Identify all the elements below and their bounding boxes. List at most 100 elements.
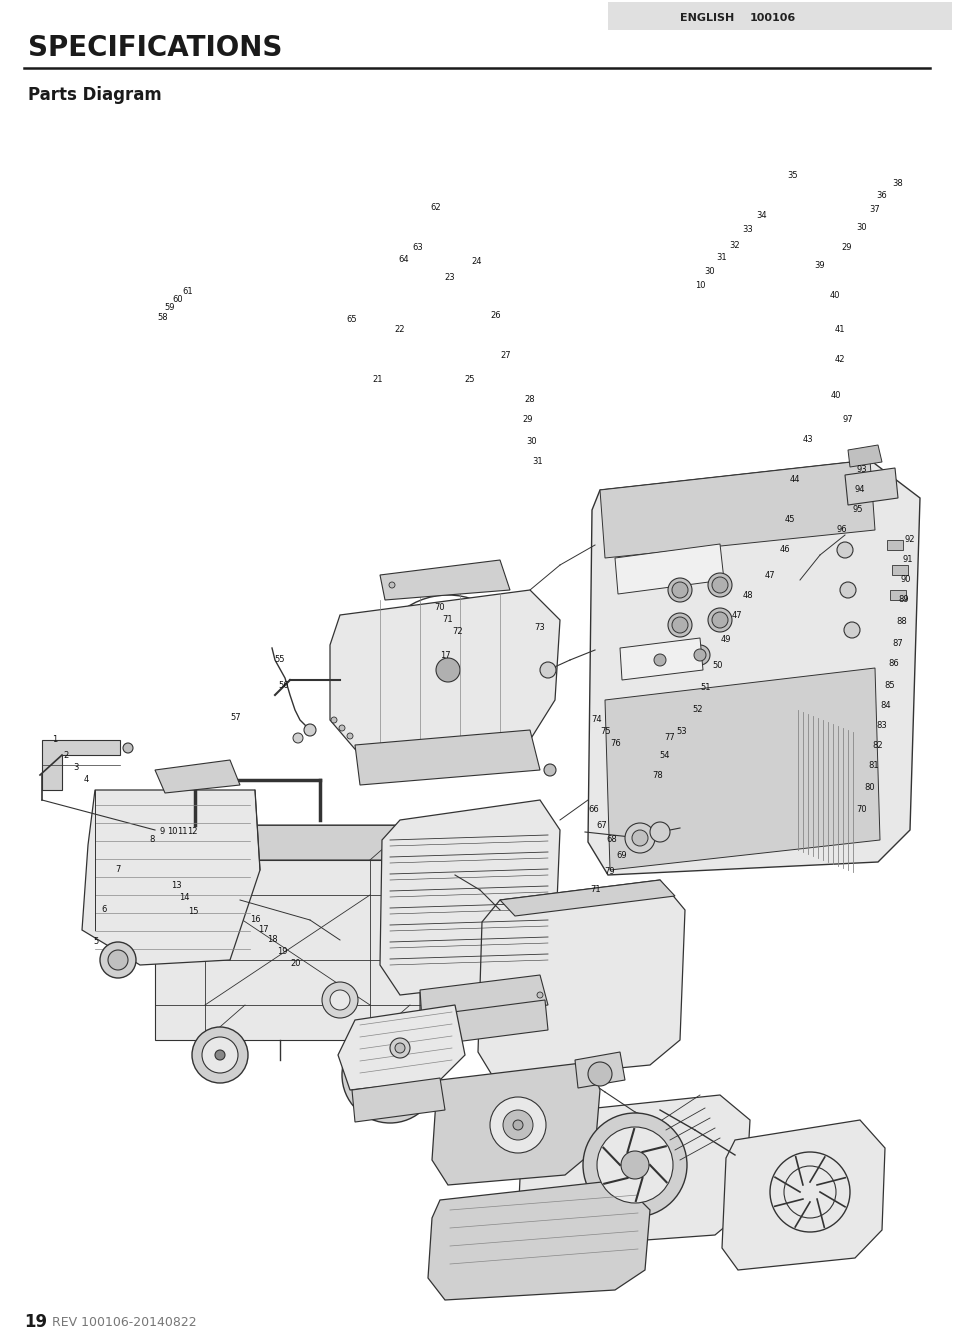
Polygon shape <box>499 880 675 917</box>
Circle shape <box>671 617 687 633</box>
Text: 40: 40 <box>830 391 841 400</box>
Text: REV 100106-20140822: REV 100106-20140822 <box>52 1315 196 1329</box>
Text: 83: 83 <box>876 721 886 730</box>
Text: 59: 59 <box>165 303 175 313</box>
Text: 76: 76 <box>610 739 620 749</box>
Circle shape <box>436 658 459 682</box>
Text: 5: 5 <box>93 938 98 946</box>
Text: 88: 88 <box>896 617 906 627</box>
Polygon shape <box>604 668 879 870</box>
Polygon shape <box>419 976 547 1020</box>
Circle shape <box>843 621 859 637</box>
Circle shape <box>389 582 395 588</box>
Polygon shape <box>844 468 897 505</box>
Polygon shape <box>891 565 907 574</box>
Text: 16: 16 <box>250 915 260 925</box>
Circle shape <box>502 1110 533 1139</box>
Text: 72: 72 <box>453 628 463 636</box>
Text: 92: 92 <box>903 535 914 545</box>
Text: 20: 20 <box>291 960 301 969</box>
Circle shape <box>840 582 855 599</box>
Text: 14: 14 <box>178 894 189 903</box>
Circle shape <box>707 608 731 632</box>
Polygon shape <box>337 1005 464 1090</box>
Text: 12: 12 <box>187 828 197 836</box>
Polygon shape <box>575 1052 624 1088</box>
Polygon shape <box>154 825 459 860</box>
Circle shape <box>836 542 852 558</box>
Text: 10: 10 <box>694 280 704 290</box>
Text: 40: 40 <box>829 290 840 299</box>
Text: 39: 39 <box>814 260 824 270</box>
Text: 31: 31 <box>716 254 726 263</box>
Circle shape <box>341 1027 437 1123</box>
Text: 60: 60 <box>172 295 183 305</box>
Circle shape <box>649 650 669 670</box>
Text: 22: 22 <box>395 326 405 334</box>
Text: SPECIFICATIONS: SPECIFICATIONS <box>28 34 282 62</box>
Text: 67: 67 <box>596 820 607 829</box>
Circle shape <box>322 982 357 1019</box>
Text: 54: 54 <box>659 750 670 760</box>
Text: 38: 38 <box>892 178 902 188</box>
Circle shape <box>417 640 477 701</box>
Circle shape <box>304 723 315 735</box>
Circle shape <box>123 743 132 753</box>
Circle shape <box>513 1121 522 1130</box>
Circle shape <box>214 1049 225 1060</box>
Text: 41: 41 <box>834 326 844 334</box>
Text: 11: 11 <box>176 828 187 836</box>
Polygon shape <box>477 880 684 1080</box>
Polygon shape <box>721 1121 884 1270</box>
Text: 19: 19 <box>24 1312 47 1331</box>
Text: 82: 82 <box>872 741 882 749</box>
Circle shape <box>539 662 556 678</box>
Text: 34: 34 <box>756 211 766 220</box>
Text: 31: 31 <box>532 458 543 467</box>
Text: 29: 29 <box>841 243 851 252</box>
Circle shape <box>537 992 542 998</box>
Text: 55: 55 <box>274 655 285 664</box>
Circle shape <box>707 573 731 597</box>
Circle shape <box>347 733 353 739</box>
Polygon shape <box>517 1095 749 1248</box>
Text: 87: 87 <box>892 640 902 648</box>
Polygon shape <box>599 460 874 558</box>
Text: 93: 93 <box>856 466 866 475</box>
Text: 62: 62 <box>430 204 441 212</box>
Circle shape <box>293 733 303 743</box>
Text: 73: 73 <box>534 624 545 632</box>
Text: 86: 86 <box>887 659 899 668</box>
Text: 61: 61 <box>182 287 193 297</box>
Circle shape <box>100 942 136 978</box>
Text: 2: 2 <box>63 750 69 760</box>
Text: 10: 10 <box>167 828 177 836</box>
Text: 15: 15 <box>188 907 198 917</box>
Text: 35: 35 <box>787 170 798 180</box>
Text: 23: 23 <box>444 274 455 283</box>
Polygon shape <box>587 460 919 875</box>
Text: 91: 91 <box>902 556 912 565</box>
Text: 74: 74 <box>591 715 601 725</box>
Circle shape <box>654 654 665 666</box>
Text: 3: 3 <box>73 764 78 773</box>
Polygon shape <box>379 560 510 600</box>
Text: 96: 96 <box>836 526 846 534</box>
Bar <box>607 1 951 30</box>
Polygon shape <box>615 544 723 595</box>
Text: 50: 50 <box>712 660 722 670</box>
Text: 78: 78 <box>652 772 662 781</box>
Polygon shape <box>419 825 459 1040</box>
Circle shape <box>192 1027 248 1083</box>
Text: 52: 52 <box>692 706 702 714</box>
Circle shape <box>390 1037 410 1057</box>
Circle shape <box>330 990 350 1011</box>
Text: Parts Diagram: Parts Diagram <box>28 86 162 103</box>
Circle shape <box>667 578 691 603</box>
Text: 69: 69 <box>616 851 627 859</box>
Text: 70: 70 <box>856 805 866 815</box>
Text: 95: 95 <box>852 506 862 514</box>
Text: 89: 89 <box>898 596 908 604</box>
Text: 47: 47 <box>731 611 741 620</box>
Text: 4: 4 <box>83 776 89 785</box>
